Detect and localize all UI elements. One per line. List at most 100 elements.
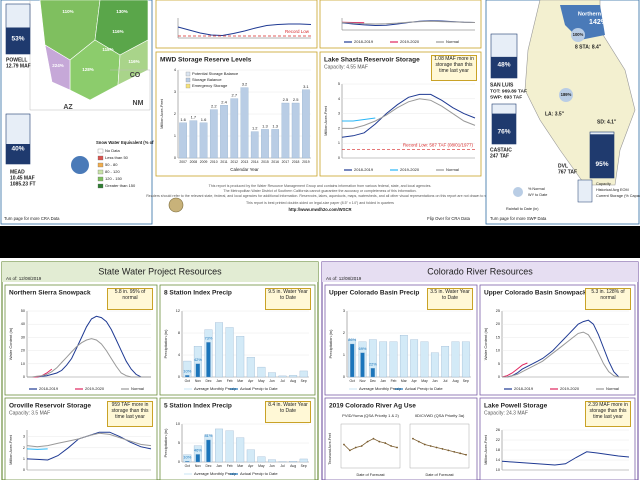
reservoir-storage: 767 TAF bbox=[558, 169, 577, 175]
data-point bbox=[429, 445, 432, 447]
legend-label: Greater than 150 bbox=[105, 183, 136, 188]
bar bbox=[206, 439, 211, 463]
y-tick-label: 18 bbox=[496, 448, 500, 452]
y-tick-label: 3 bbox=[343, 309, 345, 313]
disclaimer: Readers should refer to the relevant sta… bbox=[146, 194, 494, 198]
value-label: 3.2 bbox=[242, 82, 248, 87]
data-point bbox=[447, 449, 450, 452]
bar bbox=[410, 339, 419, 378]
y-tick-label: 0 bbox=[174, 156, 176, 160]
legend-label: % Normal bbox=[528, 187, 545, 191]
reservoir-elevation: 1085.23 FT bbox=[10, 181, 36, 187]
note: 959 TAF more in storage than this time l… bbox=[107, 401, 153, 427]
y-tick-label: 0 bbox=[338, 156, 340, 160]
reservoir-name: CASTAIC bbox=[490, 147, 512, 153]
note-box: 5.8 in. 95% of normal bbox=[107, 288, 153, 310]
bar bbox=[350, 343, 355, 378]
x-tick-label: Nov bbox=[195, 464, 201, 468]
y-tick-label: 10 bbox=[496, 468, 500, 472]
percent-label: 86% bbox=[348, 337, 356, 342]
y-axis-label: Million Acre-Feet bbox=[483, 434, 488, 465]
x-axis-label: Date of Forecast bbox=[356, 473, 385, 477]
dvl-level bbox=[590, 134, 614, 178]
legend-swatch bbox=[97, 148, 104, 154]
x-tick-label: Sep bbox=[463, 379, 469, 383]
bar bbox=[257, 366, 266, 378]
y-tick-label: 0 bbox=[498, 375, 500, 379]
disclaimer: The Metropolitan Water District of South… bbox=[223, 189, 416, 193]
percent-label: 22% bbox=[369, 361, 377, 366]
state-border bbox=[29, 0, 151, 111]
storage-percent: 48% bbox=[497, 62, 510, 69]
legend-label: Emergency Storage bbox=[192, 83, 228, 88]
region-percent: 130% bbox=[116, 9, 128, 14]
x-tick-label: Oct bbox=[350, 379, 355, 383]
bar bbox=[461, 341, 470, 378]
data-line bbox=[342, 98, 476, 129]
section-header bbox=[2, 262, 318, 282]
y-tick-label: 2 bbox=[23, 446, 25, 450]
y-tick-label: 25 bbox=[496, 309, 500, 313]
y-axis-label: Precipitation (in) bbox=[163, 329, 168, 359]
data-line bbox=[177, 23, 312, 37]
data-line bbox=[501, 451, 630, 466]
bar bbox=[291, 102, 300, 159]
data-line bbox=[26, 432, 152, 448]
x-tick-label: 2007 bbox=[179, 160, 187, 164]
data-point bbox=[396, 446, 398, 449]
y-tick-label: 0 bbox=[23, 375, 25, 379]
x-tick-label: Jan bbox=[216, 464, 222, 468]
y-axis-label: Million Acre-Feet bbox=[159, 98, 164, 129]
bar bbox=[451, 341, 460, 378]
legend-label: Normal bbox=[606, 386, 619, 391]
x-tick-label: 2010 bbox=[210, 160, 218, 164]
bar bbox=[215, 322, 224, 378]
y-tick-label: 2 bbox=[343, 331, 345, 335]
storage-percent: 76% bbox=[497, 129, 510, 136]
y-tick-label: 15 bbox=[496, 335, 500, 339]
y-tick-label: 5 bbox=[338, 82, 340, 86]
note: 1.08 MAF more in storage than this time … bbox=[431, 55, 477, 81]
y-axis-label: Precipitation (in) bbox=[328, 329, 333, 359]
chart-title: Upper Colorado Basin Snowpack bbox=[484, 290, 587, 297]
northern-sierra-region bbox=[560, 5, 605, 40]
y-tick-label: 30 bbox=[21, 335, 25, 339]
precip-drop bbox=[559, 88, 573, 102]
x-tick-label: Nov bbox=[195, 379, 201, 383]
x-tick-label: Aug bbox=[290, 464, 296, 468]
storage-percent: 95% bbox=[595, 161, 608, 168]
precip-percent: 100% bbox=[573, 32, 584, 37]
bar bbox=[240, 87, 249, 159]
y-tick-label: 2 bbox=[174, 112, 176, 116]
chart-panel bbox=[324, 397, 478, 480]
data-point bbox=[441, 448, 444, 450]
x-tick-label: 2012 bbox=[230, 160, 238, 164]
reservoir-name: POWELL bbox=[6, 57, 27, 63]
region-percent: 118% bbox=[102, 47, 113, 52]
value-label: 2.4 bbox=[221, 99, 227, 104]
x-tick-label: Dec bbox=[205, 464, 211, 468]
precip-value: LA: 3.5" bbox=[545, 111, 565, 117]
bar bbox=[206, 342, 211, 378]
legend-label: 2018-2019 bbox=[39, 386, 59, 391]
y-tick-label: 0 bbox=[178, 375, 180, 379]
note-box: 5.3 in. 128% of normal bbox=[585, 288, 631, 310]
data-point bbox=[453, 450, 456, 453]
storage-percent: 40% bbox=[11, 146, 24, 153]
legend-swatch bbox=[97, 176, 104, 182]
x-tick-label: Aug bbox=[452, 379, 458, 383]
powell-level bbox=[6, 27, 30, 54]
reservoir-storage: 10.45 MAF bbox=[10, 175, 35, 181]
bar bbox=[246, 357, 255, 378]
flip-note: Flip Over for CRA Data bbox=[427, 216, 470, 221]
bar bbox=[389, 341, 398, 378]
y-tick-label: 50 bbox=[21, 309, 25, 313]
san-luis-level bbox=[491, 56, 517, 78]
bar bbox=[289, 461, 298, 463]
x-tick-label: Feb bbox=[391, 379, 397, 383]
y-axis-label: Water Content (in) bbox=[483, 327, 488, 360]
subchart-title: PVID/Yuma (QSA Priority 1 & 2) bbox=[342, 413, 399, 418]
legend-label: Normal bbox=[131, 386, 144, 391]
mead-level bbox=[6, 144, 30, 164]
